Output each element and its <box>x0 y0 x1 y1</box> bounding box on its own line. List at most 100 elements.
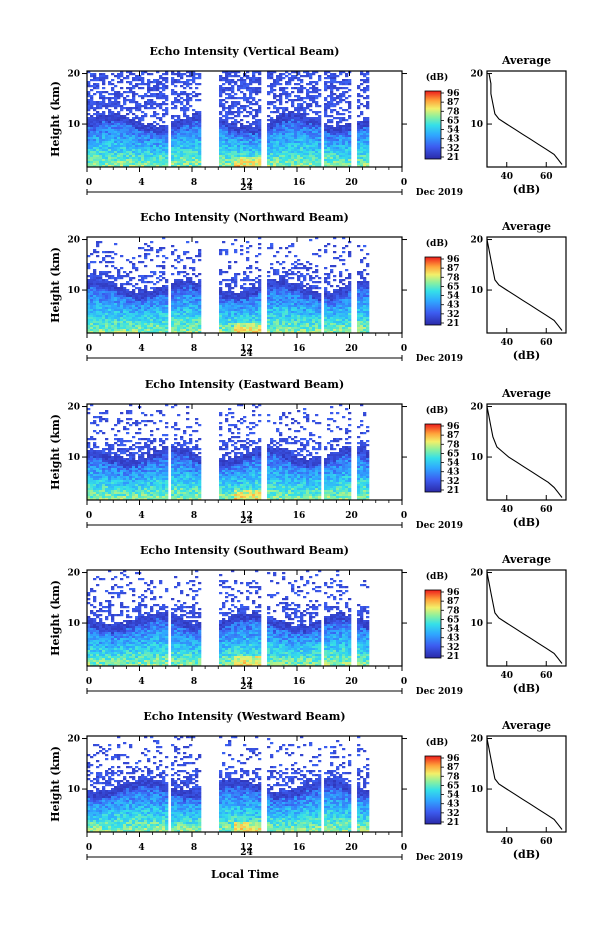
average-title: Average <box>501 220 551 233</box>
average-y-tick-label: 20 <box>470 735 483 745</box>
y-tick-label: 10 <box>67 785 80 795</box>
colorbar-tick-label: 43 <box>447 468 460 478</box>
date-label: Dec 2019 <box>416 853 463 863</box>
x-tick-label: 12 <box>240 344 253 354</box>
colorbar <box>424 423 442 493</box>
average-frame <box>486 70 567 168</box>
average-frame <box>486 735 567 833</box>
y-tick-label: 10 <box>67 286 80 296</box>
y-axis-label: Height (km) <box>49 81 62 157</box>
average-x-label: (dB) <box>513 516 540 529</box>
average-profile-line <box>488 73 563 165</box>
average-profile-line <box>486 738 563 830</box>
average-x-label: (dB) <box>513 848 540 861</box>
panel-title: Echo Intensity (Westward Beam) <box>143 710 345 723</box>
x-tick-label: 16 <box>293 843 306 853</box>
date-label: Dec 2019 <box>416 521 463 531</box>
y-tick-label: 20 <box>67 236 80 246</box>
day-label: 24 <box>240 848 253 858</box>
colorbar-tick-label: 21 <box>447 818 460 828</box>
x-tick-label: 12 <box>240 843 253 853</box>
x-tick-label: 0 <box>401 843 407 853</box>
x-tick-label: 8 <box>191 843 197 853</box>
average-x-tick-label: 40 <box>500 338 513 348</box>
colorbar-tick-label: 32 <box>447 144 460 154</box>
x-tick-label: 0 <box>401 178 407 188</box>
average-x-tick-label: 60 <box>540 671 553 681</box>
average-x-tick-label: 40 <box>500 671 513 681</box>
colorbar-tick-label: 54 <box>447 625 460 635</box>
x-tick-label: 20 <box>345 677 358 687</box>
heatmap <box>87 570 370 667</box>
x-tick-label: 0 <box>86 843 92 853</box>
x-tick-label: 4 <box>138 344 144 354</box>
average-y-tick-label: 10 <box>470 619 483 629</box>
colorbar-tick-label: 43 <box>447 800 460 810</box>
colorbar-tick-label: 78 <box>447 772 460 782</box>
y-tick-label: 20 <box>67 403 80 413</box>
average-title: Average <box>501 553 551 566</box>
average-x-tick-label: 60 <box>540 338 553 348</box>
average-y-tick-label: 10 <box>470 785 483 795</box>
colorbar-tick-label: 54 <box>447 459 460 469</box>
colorbar-unit: (dB) <box>426 72 448 83</box>
colorbar-tick-label: 87 <box>447 597 460 607</box>
heatmap <box>87 404 370 501</box>
x-tick-label: 0 <box>86 511 92 521</box>
colorbar <box>424 589 442 659</box>
colorbar-tick-label: 21 <box>447 486 460 496</box>
panel-northward: Echo Intensity (Northward Beam) 0 4 8 12 16 20… <box>49 211 567 364</box>
average-x-tick-label: 60 <box>540 172 553 182</box>
day-label: 24 <box>240 349 253 359</box>
colorbar-tick-label: 32 <box>447 477 460 487</box>
y-tick-label: 20 <box>67 735 80 745</box>
colorbar-tick-label: 87 <box>447 98 460 108</box>
colorbar-tick-label: 78 <box>447 107 460 117</box>
colorbar-tick-label: 43 <box>447 634 460 644</box>
y-axis-label: Height (km) <box>49 414 62 490</box>
y-tick-label: 10 <box>67 120 80 130</box>
x-tick-label: 0 <box>401 677 407 687</box>
colorbar-tick-label: 96 <box>447 754 460 764</box>
colorbar-tick-label: 32 <box>447 643 460 653</box>
colorbar-tick-label: 65 <box>447 116 460 126</box>
panel-vertical: Echo Intensity (Vertical Beam) 0 4 8 12 16 20 0… <box>49 45 567 198</box>
y-axis-label: Height (km) <box>49 247 62 323</box>
average-y-tick-label: 10 <box>470 286 483 296</box>
average-profile-line <box>486 572 563 664</box>
x-tick-label: 16 <box>293 677 306 687</box>
colorbar-unit: (dB) <box>426 571 448 582</box>
x-tick-label: 12 <box>240 677 253 687</box>
x-tick-label: 4 <box>138 677 144 687</box>
colorbar-tick-label: 65 <box>447 615 460 625</box>
heatmap <box>87 237 370 334</box>
average-y-tick-label: 20 <box>470 569 483 579</box>
average-title: Average <box>501 54 551 67</box>
x-tick-label: 20 <box>345 843 358 853</box>
colorbar-tick-label: 54 <box>447 791 460 801</box>
x-tick-label: 4 <box>138 178 144 188</box>
average-frame <box>486 403 567 501</box>
x-tick-label: 0 <box>86 178 92 188</box>
colorbar-tick-label: 96 <box>447 89 460 99</box>
colorbar-tick-label: 87 <box>447 264 460 274</box>
average-frame <box>486 569 567 667</box>
average-title: Average <box>501 387 551 400</box>
x-tick-label: 12 <box>240 178 253 188</box>
colorbar-tick-label: 96 <box>447 422 460 432</box>
colorbar-tick-label: 21 <box>447 319 460 329</box>
average-x-tick-label: 40 <box>500 837 513 847</box>
panel-eastward: Echo Intensity (Eastward Beam) 0 4 8 12 16 20 0… <box>49 378 567 531</box>
average-x-tick-label: 60 <box>540 837 553 847</box>
colorbar-tick-label: 78 <box>447 606 460 616</box>
colorbar-tick-label: 65 <box>447 282 460 292</box>
y-tick-label: 10 <box>67 619 80 629</box>
average-x-tick-label: 40 <box>500 172 513 182</box>
y-axis-label: Height (km) <box>49 580 62 656</box>
average-title: Average <box>501 719 551 732</box>
colorbar-tick-label: 96 <box>447 255 460 265</box>
date-label: Dec 2019 <box>416 188 463 198</box>
average-x-label: (dB) <box>513 183 540 196</box>
x-tick-label: 8 <box>191 344 197 354</box>
